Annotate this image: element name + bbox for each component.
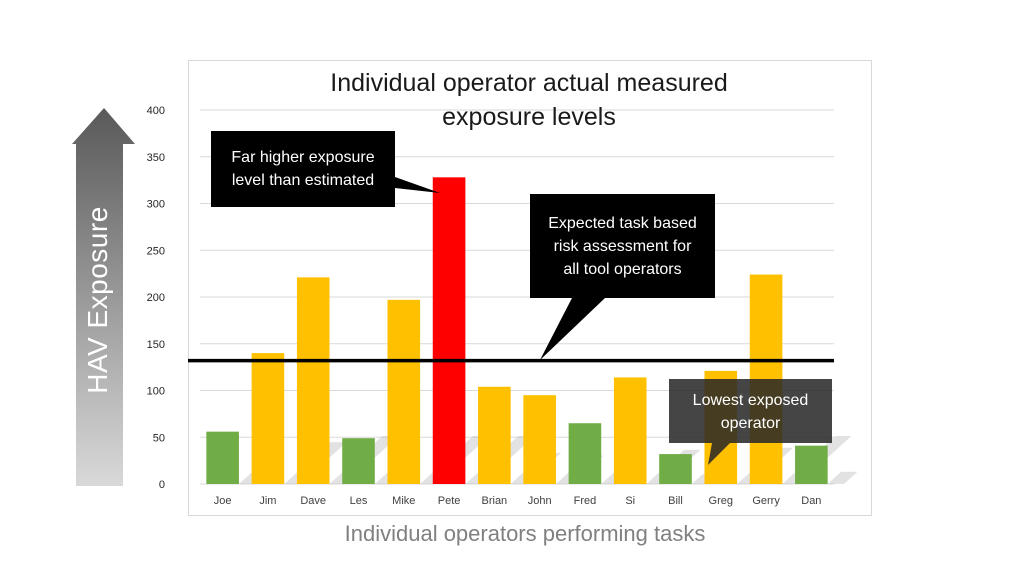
bar-john bbox=[523, 395, 556, 484]
pete-callout-box bbox=[211, 131, 440, 207]
y-tick-labels: 0 50 100 150 200 250 300 350 400 bbox=[147, 105, 165, 491]
x-tick-label: Mike bbox=[392, 495, 415, 507]
y-tick-label: 350 bbox=[147, 152, 165, 164]
bar-mike bbox=[387, 299, 421, 484]
x-tick-label: Bill bbox=[668, 495, 683, 507]
y-tick-label: 100 bbox=[147, 386, 165, 398]
y-axis-arrow-label: HAV Exposure bbox=[82, 206, 113, 394]
bar-les bbox=[342, 438, 375, 484]
x-tick-label: Greg bbox=[709, 495, 733, 507]
x-tick-label: Jim bbox=[259, 495, 276, 507]
x-tick-label: Dave bbox=[300, 495, 326, 507]
bar-shadow bbox=[827, 471, 858, 484]
y-tick-label: 200 bbox=[147, 292, 165, 304]
x-tick-label: Les bbox=[350, 495, 368, 507]
y-tick-label: 300 bbox=[147, 199, 165, 211]
bar-pete bbox=[432, 177, 466, 484]
x-tick-label: Fred bbox=[574, 495, 597, 507]
bar-brian bbox=[478, 386, 511, 484]
bar-fred bbox=[568, 423, 602, 484]
bar-si bbox=[613, 377, 647, 484]
hav-exposure-arrow-icon bbox=[72, 108, 135, 486]
y-tick-label: 0 bbox=[159, 479, 165, 491]
bar-bill bbox=[659, 454, 692, 484]
x-tick-label: John bbox=[528, 495, 552, 507]
lowest-callout-box bbox=[669, 379, 832, 465]
y-tick-label: 150 bbox=[147, 339, 165, 351]
chart-title: Individual operator actual measured expo… bbox=[330, 69, 728, 131]
x-tick-labels: Joe Jim Dave Les Mike Pete Brian John Fred Si Bill… bbox=[214, 495, 822, 507]
pete-callout-text: Far higher exposure level than estimated bbox=[231, 149, 375, 189]
bar-dan bbox=[795, 445, 828, 484]
y-tick-label: 50 bbox=[153, 432, 165, 444]
expected-callout-box bbox=[530, 194, 715, 360]
x-tick-label: Brian bbox=[482, 495, 508, 507]
bar-jim bbox=[251, 353, 285, 484]
bar-dave bbox=[296, 277, 330, 484]
lowest-callout-text: Lowest exposed operator bbox=[692, 392, 809, 432]
y-tick-label: 400 bbox=[147, 105, 165, 117]
expected-callout-text: Expected task based risk assessment for … bbox=[548, 215, 697, 278]
bar-joe bbox=[206, 431, 239, 484]
x-tick-label: Gerry bbox=[752, 495, 780, 507]
x-axis-title: Individual operators performing tasks bbox=[344, 521, 706, 546]
x-tick-label: Pete bbox=[438, 495, 461, 507]
x-tick-label: Dan bbox=[801, 495, 821, 507]
x-tick-label: Joe bbox=[214, 495, 232, 507]
x-tick-label: Si bbox=[625, 495, 635, 507]
y-tick-label: 250 bbox=[147, 245, 165, 257]
